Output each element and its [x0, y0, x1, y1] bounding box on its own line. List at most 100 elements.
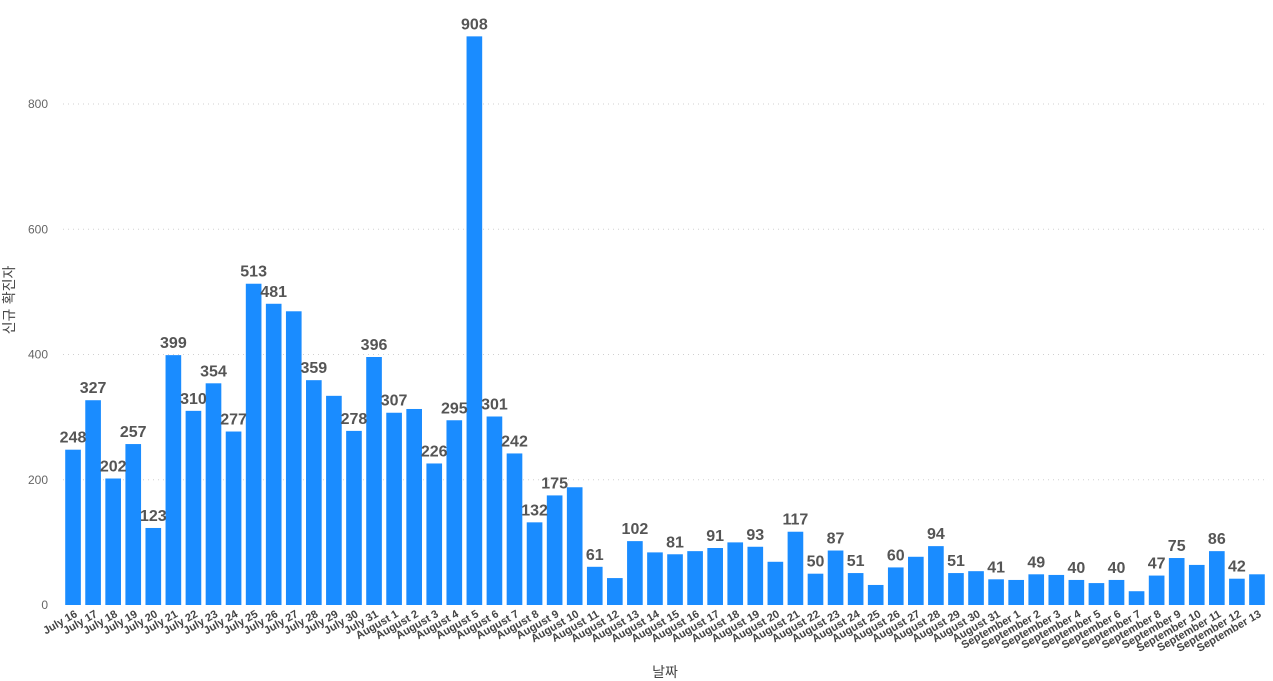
- bar: [265, 303, 282, 605]
- y-tick-label: 200: [28, 473, 48, 487]
- data-label: 295: [441, 400, 468, 417]
- bar: [1068, 579, 1085, 605]
- y-tick-label: 0: [41, 598, 48, 612]
- bar: [1028, 574, 1045, 605]
- data-label: 87: [827, 531, 845, 548]
- y-tick-label: 600: [28, 222, 48, 236]
- data-label: 908: [461, 16, 488, 33]
- bar: [546, 495, 563, 605]
- bar: [687, 551, 703, 605]
- bar: [1148, 575, 1165, 605]
- data-label: 354: [200, 363, 227, 380]
- bar: [1168, 558, 1185, 605]
- data-label: 301: [481, 397, 508, 414]
- bar: [607, 578, 623, 605]
- data-labels: 248 327 202 257 123 399 310 354 277 513 481 359 278 3…: [60, 16, 1246, 577]
- data-label: 42: [1228, 559, 1246, 576]
- bar: [887, 567, 904, 605]
- bar: [1008, 579, 1024, 605]
- bar: [326, 395, 342, 605]
- data-label: 248: [60, 430, 87, 447]
- bars: [65, 36, 1265, 606]
- bar: [1128, 591, 1145, 605]
- data-label: 47: [1148, 556, 1166, 573]
- bar: [928, 546, 944, 605]
- data-label: 242: [501, 433, 528, 450]
- bar: [727, 542, 744, 606]
- bar: [707, 548, 723, 605]
- bar: [185, 410, 202, 605]
- data-label: 123: [140, 508, 167, 525]
- data-label: 132: [521, 502, 548, 519]
- data-label: 399: [160, 335, 187, 352]
- data-label: 513: [240, 264, 267, 281]
- bar: [1188, 564, 1205, 605]
- bar: [1209, 551, 1225, 605]
- data-label: 93: [746, 527, 764, 544]
- bar: [125, 444, 142, 605]
- bar: [667, 554, 683, 605]
- bar: [486, 416, 503, 605]
- data-label: 117: [783, 512, 809, 529]
- data-label: 202: [100, 459, 127, 476]
- data-label: 51: [847, 553, 865, 570]
- data-label: 327: [80, 380, 107, 397]
- bar: [767, 561, 784, 605]
- x-axis-title: 날짜: [652, 665, 678, 681]
- data-label: 81: [666, 534, 684, 551]
- bar: [466, 36, 483, 606]
- bar: [787, 531, 804, 605]
- bar: [506, 453, 523, 605]
- data-label: 102: [622, 521, 649, 538]
- data-label: 91: [706, 528, 724, 545]
- bar: [426, 463, 443, 605]
- y-axis-title: 신규 확진자: [2, 265, 18, 334]
- data-label: 51: [947, 553, 965, 570]
- bar: [847, 573, 864, 605]
- data-label: 277: [220, 412, 247, 429]
- data-label: 94: [927, 526, 945, 543]
- bar: [1048, 574, 1065, 605]
- gridlines: [63, 103, 1267, 481]
- bar: [225, 431, 242, 605]
- bar: [366, 357, 382, 605]
- bar: [446, 420, 463, 605]
- data-label: 257: [120, 424, 147, 441]
- y-tick-label: 400: [28, 348, 48, 362]
- bar: [346, 430, 362, 605]
- bar: [386, 412, 402, 605]
- data-label: 86: [1208, 531, 1226, 548]
- bar: [245, 283, 262, 605]
- data-label: 41: [987, 559, 1005, 576]
- bar: [85, 400, 101, 605]
- bar: [105, 478, 121, 605]
- bar: [406, 408, 422, 605]
- bar: [566, 487, 583, 605]
- bar: [285, 311, 302, 605]
- bar: [1229, 578, 1245, 605]
- y-axis: 0 200 400 600 800: [28, 97, 48, 612]
- data-label: 40: [1108, 560, 1126, 577]
- data-label: 226: [421, 443, 448, 460]
- bar: [586, 566, 603, 605]
- bar: [205, 383, 222, 605]
- bar: [306, 380, 322, 605]
- y-tick-label: 800: [28, 97, 48, 111]
- bar: [1249, 574, 1265, 605]
- data-label: 396: [361, 337, 388, 354]
- bar: [145, 527, 162, 605]
- bar: [1108, 579, 1125, 605]
- bar: [948, 573, 964, 605]
- data-label: 307: [381, 393, 408, 410]
- bar: [827, 550, 844, 605]
- bar: [165, 355, 182, 605]
- data-label: 50: [807, 554, 825, 571]
- data-label: 359: [300, 360, 327, 377]
- data-label: 175: [541, 475, 568, 492]
- bar: [1088, 583, 1105, 605]
- data-label: 310: [180, 391, 207, 408]
- data-label: 61: [586, 547, 604, 564]
- data-label: 49: [1027, 554, 1045, 571]
